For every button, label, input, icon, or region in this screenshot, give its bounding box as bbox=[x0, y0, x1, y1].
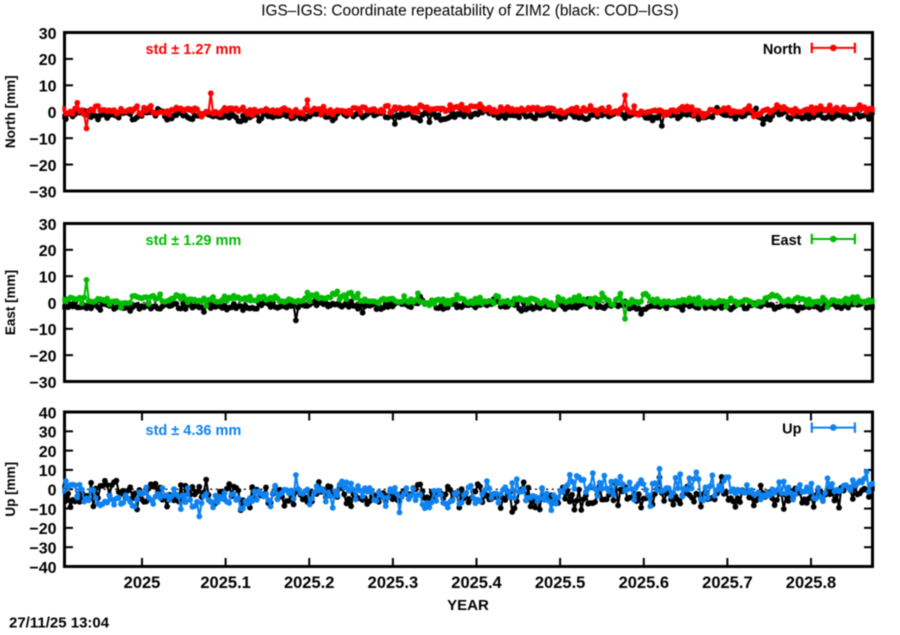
svg-text:30: 30 bbox=[39, 425, 57, 442]
svg-text:2025.8: 2025.8 bbox=[786, 574, 836, 592]
svg-text:2025.3: 2025.3 bbox=[368, 574, 418, 592]
svg-text:−30: −30 bbox=[29, 184, 56, 201]
svg-text:North [mm]: North [mm] bbox=[3, 75, 18, 148]
svg-text:−30: −30 bbox=[29, 540, 56, 557]
svg-text:−10: −10 bbox=[29, 502, 56, 519]
svg-text:0: 0 bbox=[48, 105, 57, 122]
svg-text:40: 40 bbox=[39, 405, 57, 422]
svg-text:30: 30 bbox=[39, 217, 57, 234]
svg-text:10: 10 bbox=[39, 463, 57, 480]
svg-text:std ± 1.27 mm: std ± 1.27 mm bbox=[146, 42, 242, 58]
svg-text:−40: −40 bbox=[29, 560, 56, 577]
svg-text:Up [mm]: Up [mm] bbox=[3, 462, 18, 517]
svg-text:−10: −10 bbox=[29, 131, 56, 148]
svg-text:10: 10 bbox=[39, 79, 57, 96]
svg-text:−20: −20 bbox=[29, 521, 56, 538]
svg-text:2025.2: 2025.2 bbox=[284, 574, 334, 592]
svg-text:10: 10 bbox=[39, 269, 57, 286]
svg-text:27/11/25 13:04: 27/11/25 13:04 bbox=[9, 614, 110, 630]
svg-text:−20: −20 bbox=[29, 158, 56, 175]
svg-text:20: 20 bbox=[39, 444, 57, 461]
svg-text:IGS–IGS: Coordinate repeatabil: IGS–IGS: Coordinate repeatability of ZIM… bbox=[261, 2, 678, 19]
svg-text:2025: 2025 bbox=[124, 574, 161, 592]
svg-text:−10: −10 bbox=[29, 322, 56, 339]
svg-text:YEAR: YEAR bbox=[447, 597, 489, 614]
svg-text:0: 0 bbox=[48, 296, 57, 313]
svg-text:East: East bbox=[771, 233, 802, 249]
svg-text:−20: −20 bbox=[29, 348, 56, 365]
svg-text:std ± 4.36 mm: std ± 4.36 mm bbox=[146, 423, 242, 439]
svg-text:20: 20 bbox=[39, 243, 57, 260]
svg-text:North: North bbox=[763, 42, 802, 58]
svg-text:2025.5: 2025.5 bbox=[535, 574, 585, 592]
svg-text:20: 20 bbox=[39, 52, 57, 69]
svg-text:2025.1: 2025.1 bbox=[200, 574, 250, 592]
svg-text:2025.4: 2025.4 bbox=[451, 574, 502, 592]
svg-text:std ± 1.29 mm: std ± 1.29 mm bbox=[146, 233, 242, 249]
svg-text:2025.6: 2025.6 bbox=[619, 574, 669, 592]
svg-text:2025.7: 2025.7 bbox=[702, 574, 752, 592]
svg-text:−30: −30 bbox=[29, 375, 56, 392]
svg-text:Up: Up bbox=[782, 422, 801, 438]
svg-text:30: 30 bbox=[39, 26, 57, 43]
svg-text:East [mm]: East [mm] bbox=[3, 270, 18, 335]
svg-text:0: 0 bbox=[48, 483, 57, 500]
